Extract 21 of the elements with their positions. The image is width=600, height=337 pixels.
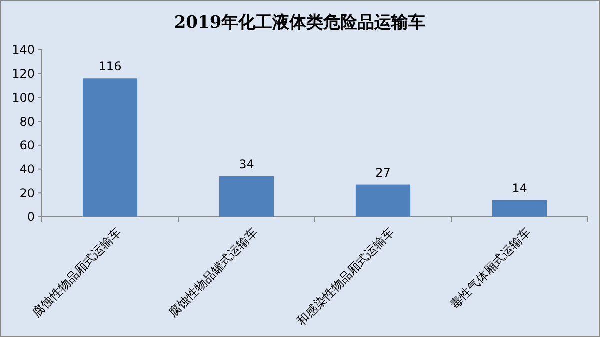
data-label: 27 xyxy=(376,166,391,180)
chart-title: 2019年化工液体类危险品运输车 xyxy=(174,13,426,33)
bar xyxy=(492,200,548,217)
data-label: 116 xyxy=(98,60,122,74)
x-tick-label: 腐蚀性物品罐式运输车 xyxy=(166,225,261,320)
data-label: 14 xyxy=(512,181,528,196)
bar xyxy=(82,78,138,217)
bar xyxy=(356,184,411,217)
y-tick-label: 20 xyxy=(20,186,35,200)
y-tick-label: 100 xyxy=(12,90,35,105)
y-tick-label: 0 xyxy=(27,210,35,224)
data-label: 34 xyxy=(239,157,254,172)
x-tick-label: 腐蚀性物品厢式运输车 xyxy=(30,225,124,320)
y-tick-label: 140 xyxy=(12,43,35,58)
y-tick-label: 80 xyxy=(20,114,35,129)
y-tick-label: 40 xyxy=(20,162,35,176)
y-tick-label: 60 xyxy=(20,138,35,153)
x-tick-label: 和感染性物品厢式运输车 xyxy=(294,225,398,328)
x-tick-label: 毒性气体厢式运输车 xyxy=(448,225,534,312)
y-tick-label: 120 xyxy=(12,67,35,82)
bar xyxy=(219,176,274,217)
